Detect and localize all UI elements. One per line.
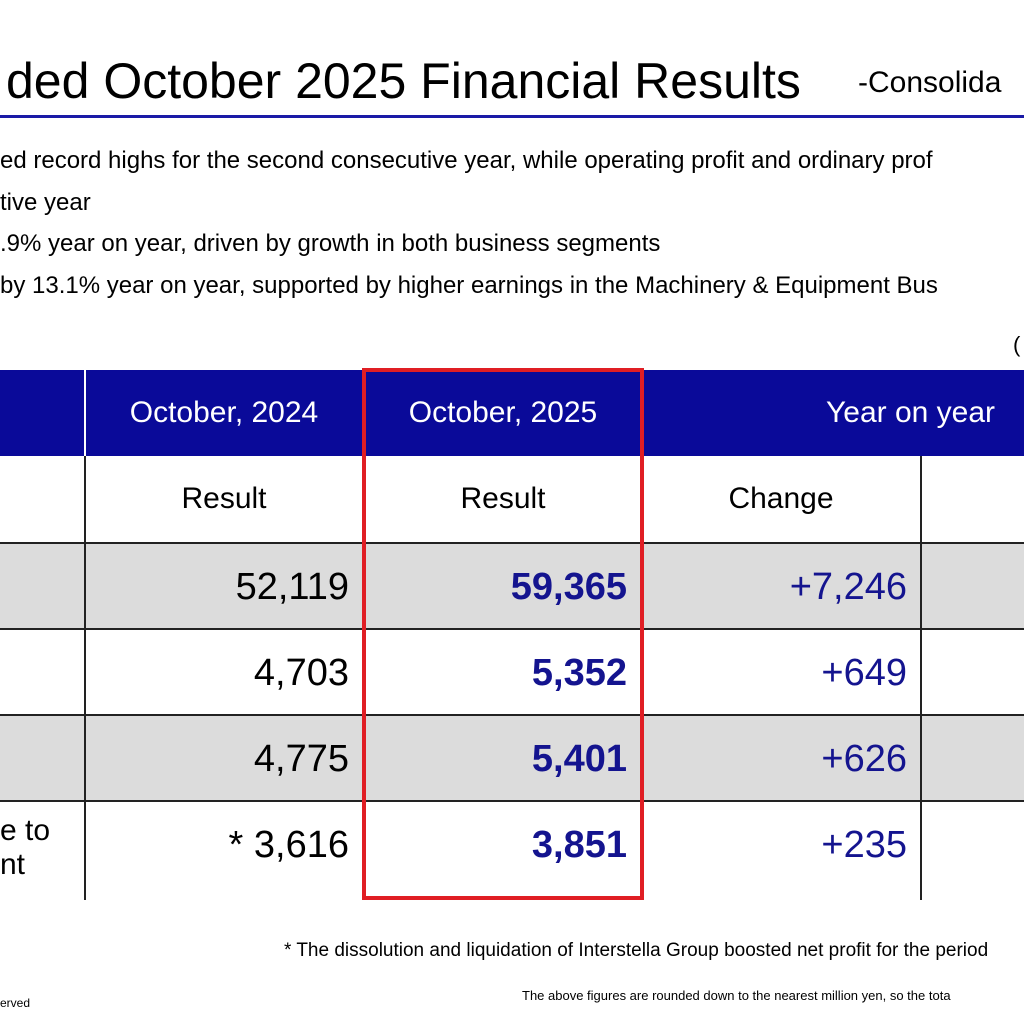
cell-current: 59,365 <box>510 566 627 608</box>
grid-line <box>0 800 1024 802</box>
bullet-4: by 13.1% year on year, supported by high… <box>0 272 938 299</box>
cell-change: +649 <box>821 652 907 694</box>
grid-line <box>920 456 922 900</box>
cell-prev: 52,119 <box>235 566 349 608</box>
title-subtitle: -Consolida <box>858 66 1002 99</box>
footnote: * The dissolution and liquidation of Int… <box>284 940 989 961</box>
unit-label: ( <box>1013 332 1021 357</box>
grid-line <box>0 628 1024 630</box>
table-header-band <box>0 370 1024 456</box>
cell-change: +235 <box>821 824 907 866</box>
cell-current: 5,352 <box>531 652 627 694</box>
bullet-1: ed record highs for the second consecuti… <box>0 147 933 174</box>
title-underline <box>0 115 1024 118</box>
grid-line <box>362 456 364 900</box>
header-prev-period: October, 2024 <box>129 396 319 429</box>
grid-line <box>642 456 644 900</box>
row-label-line-1: e to <box>0 814 51 847</box>
copyright-text: erved <box>0 996 31 1010</box>
bullet-3: .9% year on year, driven by growth in bo… <box>0 230 661 257</box>
cell-current: 3,851 <box>531 824 627 866</box>
header-year-on-year: Year on year <box>826 396 996 429</box>
cell-prev: 4,703 <box>253 652 349 694</box>
rounding-note: The above figures are rounded down to th… <box>522 988 951 1003</box>
grid-line <box>0 714 1024 716</box>
cell-prev: * 3,616 <box>228 824 349 866</box>
table-row: 52,119 59,365 +7,246 <box>0 544 1024 630</box>
cell-prev: 4,775 <box>253 738 349 780</box>
cell-change: +7,246 <box>789 566 907 608</box>
table-row: e to nt * 3,616 3,851 +235 <box>0 802 1024 900</box>
grid-line <box>84 456 86 900</box>
subheader-prev-result: Result <box>181 482 267 515</box>
grid-line <box>0 542 1024 544</box>
subheader-cur-result: Result <box>460 482 546 515</box>
cell-current: 5,401 <box>531 738 627 780</box>
header-divider <box>84 370 86 456</box>
row-label: e to nt <box>0 814 80 900</box>
table-row: 4,775 5,401 +626 <box>0 716 1024 802</box>
bullet-2: tive year <box>0 189 91 216</box>
title-main: ded October 2025 Financial Results <box>6 53 801 109</box>
row-label-line-2: nt <box>0 848 26 881</box>
results-table: October, 2024 October, 2025 Year on year… <box>0 370 1024 900</box>
subheader-change: Change <box>728 482 834 515</box>
cell-change: +626 <box>821 738 907 780</box>
header-current-period: October, 2025 <box>408 396 598 429</box>
table-row: 4,703 5,352 +649 <box>0 630 1024 716</box>
slide-title: ded October 2025 Financial Results -Cons… <box>0 52 1024 112</box>
